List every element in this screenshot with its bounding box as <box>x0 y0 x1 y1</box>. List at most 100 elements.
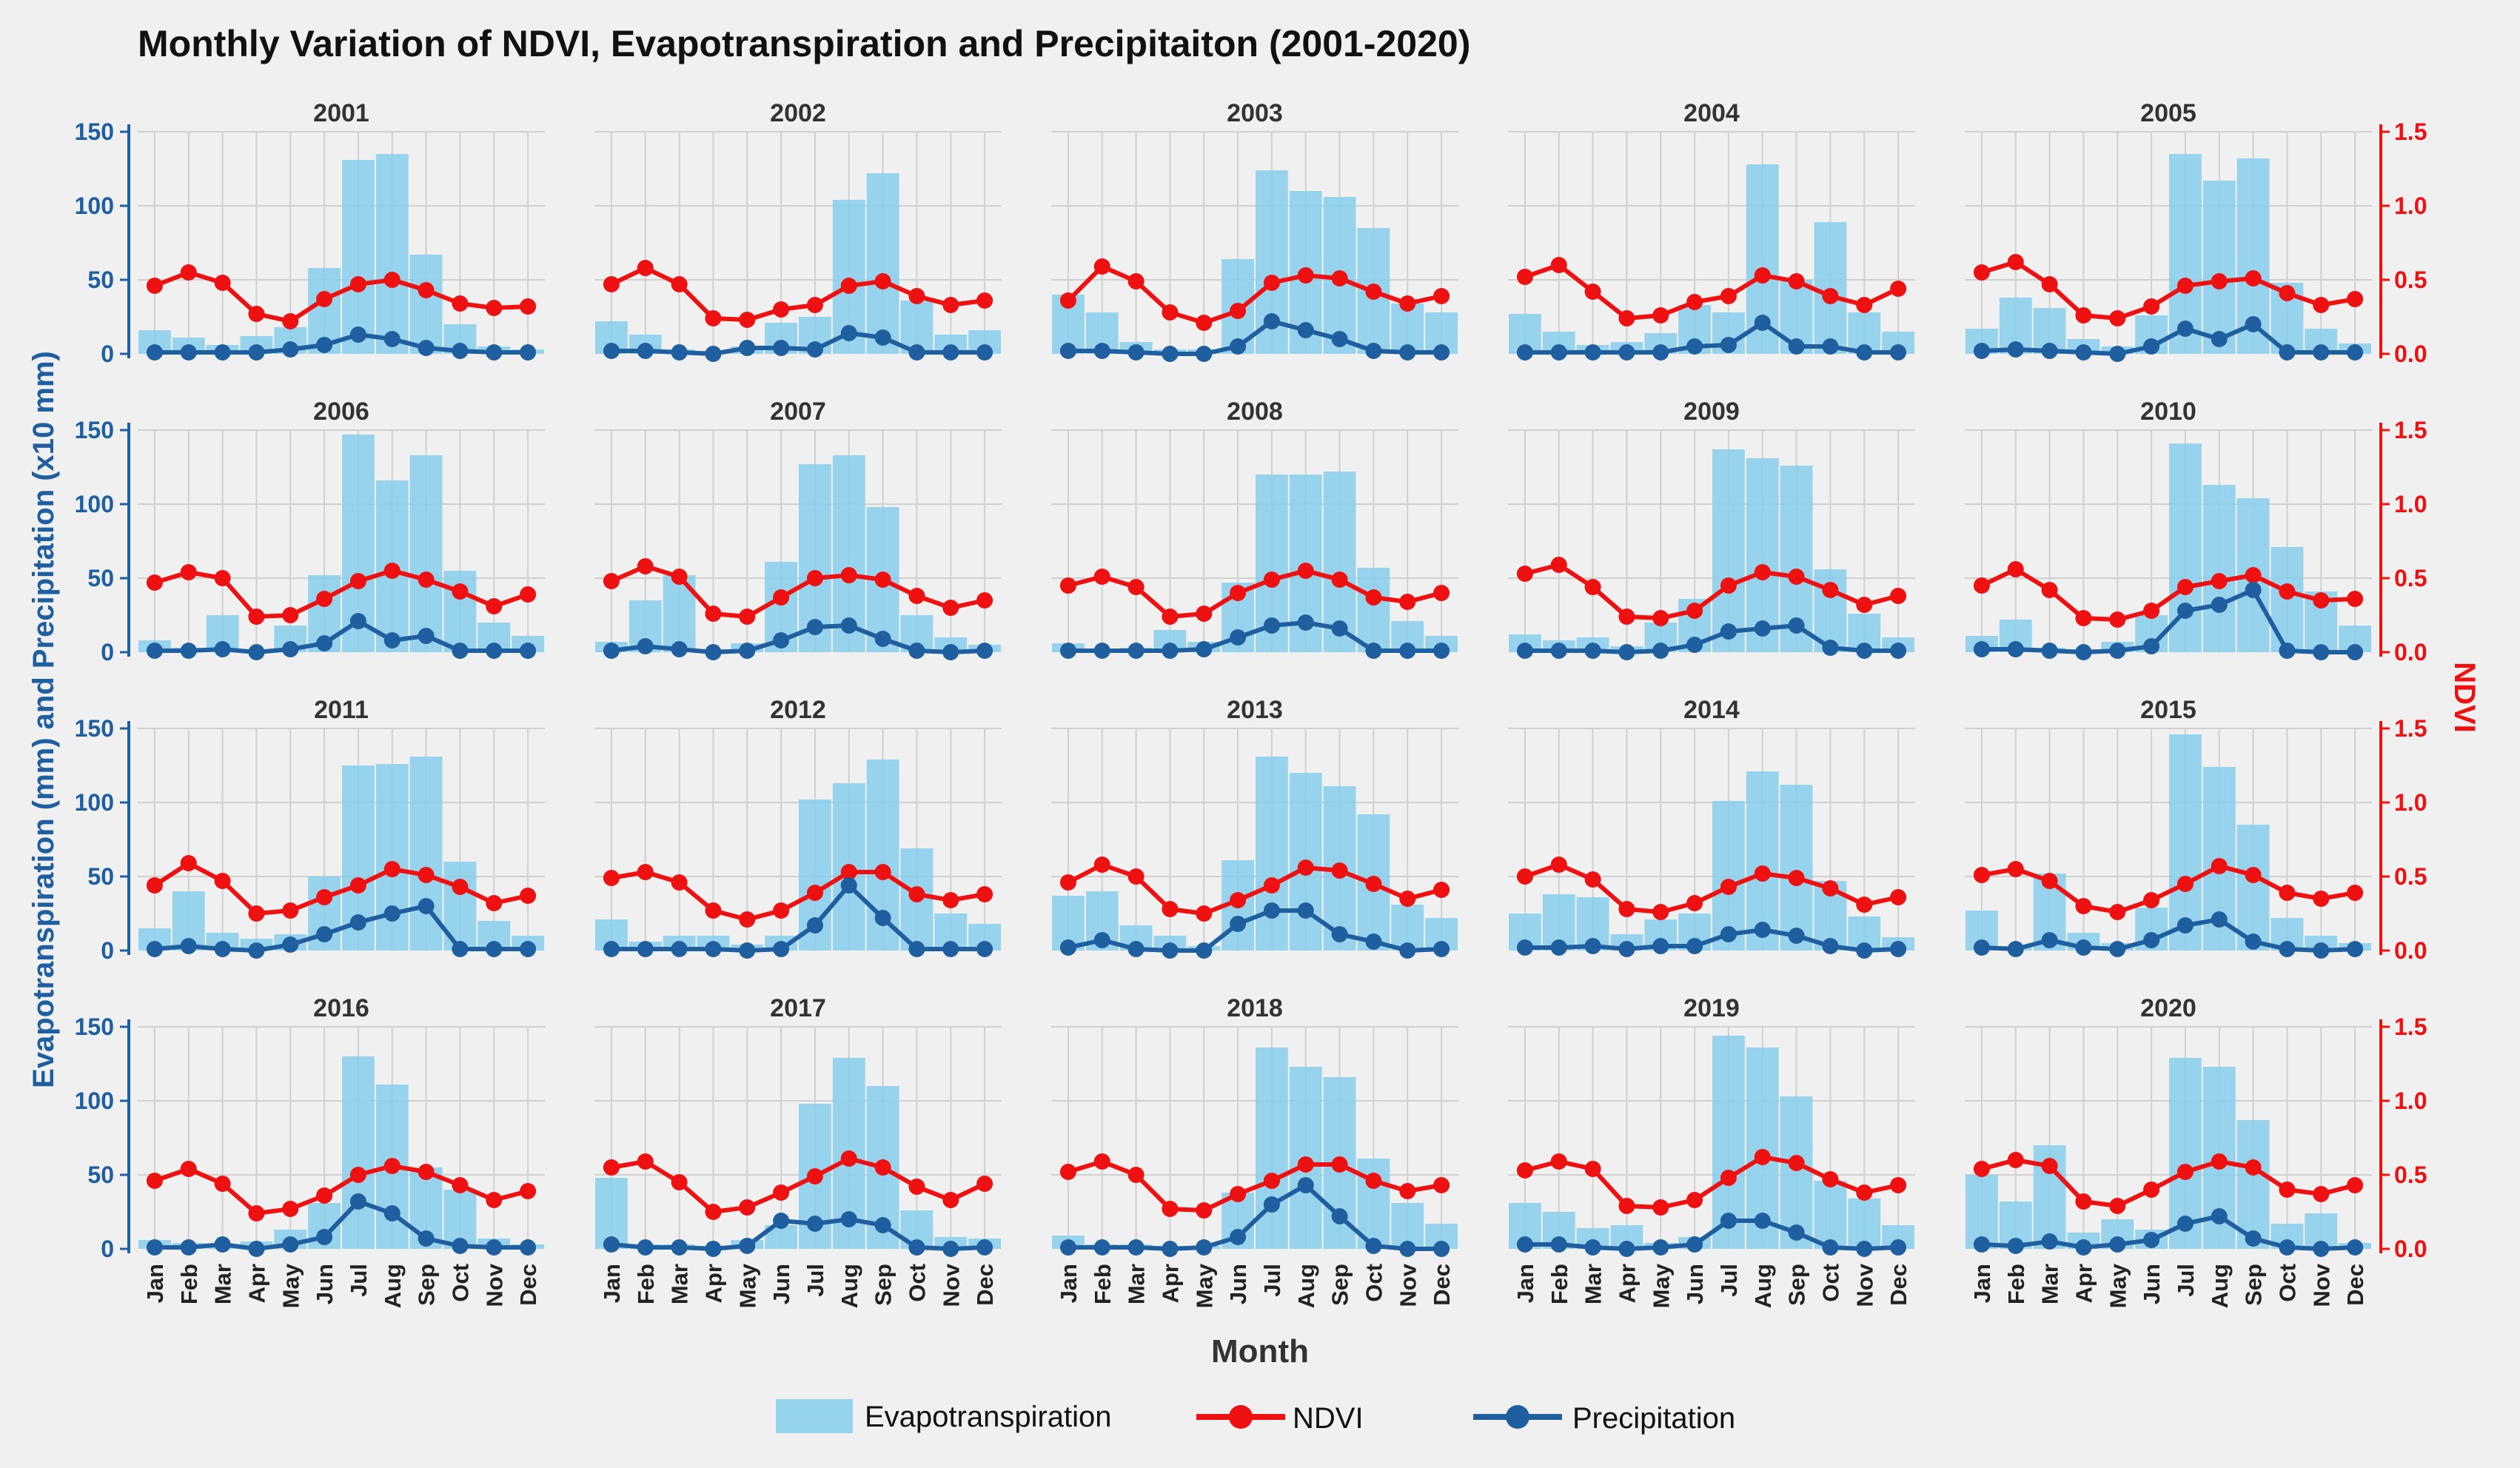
precipitation-point <box>806 619 823 635</box>
ndvi-point <box>1433 882 1450 898</box>
precipitation-point <box>739 942 756 959</box>
ndvi-point <box>214 570 231 586</box>
ndvi-point <box>637 260 654 276</box>
ndvi-point <box>2176 1164 2194 1180</box>
x-tick-label: Apr <box>1614 1264 1640 1303</box>
precipitation-point <box>2075 644 2092 660</box>
precipitation-point <box>1550 643 1567 659</box>
precipitation-point <box>1686 1236 1703 1253</box>
panel-title: 2018 <box>1227 994 1283 1022</box>
et-bar <box>2236 825 2270 951</box>
legend-evapotranspiration-swatch <box>776 1399 853 1433</box>
ndvi-point <box>146 278 163 294</box>
ndvi-point <box>1652 307 1669 324</box>
precipitation-point <box>2347 644 2364 660</box>
ndvi-point <box>840 1150 857 1167</box>
ndvi-point <box>1263 275 1280 291</box>
ndvi-point <box>1788 569 1805 585</box>
ndvi-point <box>1399 1183 1416 1199</box>
precipitation-point <box>942 644 959 660</box>
precipitation-point <box>520 643 537 659</box>
ndvi-point <box>452 879 469 895</box>
ndvi-point <box>1686 294 1703 310</box>
precipitation-point <box>1365 1238 1382 1254</box>
ndvi-point <box>1856 1184 1873 1201</box>
ndvi-point <box>452 583 469 600</box>
y-left-tick-label: 150 <box>75 715 114 742</box>
precipitation-point <box>1618 1241 1635 1257</box>
precipitation-point <box>840 325 857 341</box>
precipitation-point <box>2279 344 2296 361</box>
ndvi-point <box>1973 577 1990 594</box>
ndvi-point <box>1686 895 1703 911</box>
ndvi-point <box>2245 867 2262 883</box>
precipitation-point <box>1263 1196 1280 1213</box>
et-bar <box>443 571 477 652</box>
precipitation-point <box>383 632 401 648</box>
ndvi-point <box>840 567 857 583</box>
ndvi-point <box>2109 1198 2126 1214</box>
precipitation-point <box>316 926 333 942</box>
precipitation-point <box>349 613 366 629</box>
panel-title: 2012 <box>770 696 826 724</box>
ndvi-point <box>2176 278 2194 294</box>
ndvi-point <box>1516 566 1533 582</box>
precipitation-point <box>1196 346 1213 362</box>
precipitation-point <box>603 941 620 957</box>
ndvi-point <box>2279 1182 2296 1198</box>
ndvi-point <box>705 902 722 919</box>
ndvi-point <box>248 1205 265 1221</box>
ndvi-point <box>1890 588 1907 604</box>
ndvi-point <box>1093 258 1110 275</box>
ndvi-point <box>282 1201 299 1217</box>
ndvi-point <box>2109 310 2126 326</box>
ndvi-point <box>1516 1162 1533 1179</box>
precipitation-point <box>1059 939 1076 956</box>
precipitation-point <box>1822 1239 1839 1256</box>
x-tick-label: May <box>278 1263 304 1308</box>
ndvi-point <box>1652 1199 1669 1216</box>
precipitation-point <box>1162 643 1179 659</box>
x-tick-label: Jun <box>312 1264 338 1304</box>
precipitation-point <box>739 340 756 356</box>
panel-2020: 2020 0.0 0.5 1.0 1.5 Jan Feb Mar Apr May Jun Jul Aug… <box>1965 994 2427 1308</box>
precipitation-point <box>2143 638 2160 654</box>
precipitation-point <box>1754 315 1771 331</box>
precipitation-point <box>1230 916 1247 932</box>
precipitation-point <box>1093 1239 1110 1256</box>
ndvi-point <box>1584 871 1601 888</box>
x-tick-label: Feb <box>2003 1264 2029 1304</box>
x-tick-label: Jul <box>802 1264 828 1297</box>
ndvi-point <box>2041 873 2058 889</box>
x-tick-label: Jun <box>768 1264 794 1304</box>
precipitation-point <box>874 1217 891 1233</box>
ndvi-point <box>840 278 857 294</box>
x-axis-label: Month <box>1211 1333 1309 1370</box>
panel-title: 2008 <box>1227 398 1283 426</box>
precipitation-point <box>705 941 722 957</box>
ndvi-point <box>1652 610 1669 626</box>
precipitation-point <box>908 643 925 659</box>
x-tick-label: Feb <box>1090 1264 1116 1304</box>
ndvi-point <box>1720 577 1737 594</box>
precipitation-point <box>2211 597 2228 613</box>
ndvi-point <box>1399 891 1416 907</box>
ndvi-point <box>383 563 401 579</box>
ndvi-point <box>282 313 299 329</box>
precipitation-point <box>1720 623 1737 640</box>
panel-title: 2010 <box>2140 398 2196 426</box>
ndvi-point <box>1618 609 1635 625</box>
panel-title: 2017 <box>770 994 826 1022</box>
x-tick-label: Oct <box>1817 1264 1843 1302</box>
panel-2001: 2001 0 50 100 150 <box>75 99 545 367</box>
precipitation-point <box>520 941 537 957</box>
precipitation-point <box>976 643 993 659</box>
et-bar <box>1746 771 1779 951</box>
y-right-tick-label: 1.0 <box>2394 491 2427 517</box>
x-tick-label: Aug <box>2207 1264 2233 1308</box>
ndvi-point <box>1399 295 1416 312</box>
precipitation-point <box>2041 343 2058 359</box>
ndvi-point <box>520 586 537 603</box>
precipitation-point <box>2347 344 2364 361</box>
et-bar <box>1780 1096 1813 1249</box>
